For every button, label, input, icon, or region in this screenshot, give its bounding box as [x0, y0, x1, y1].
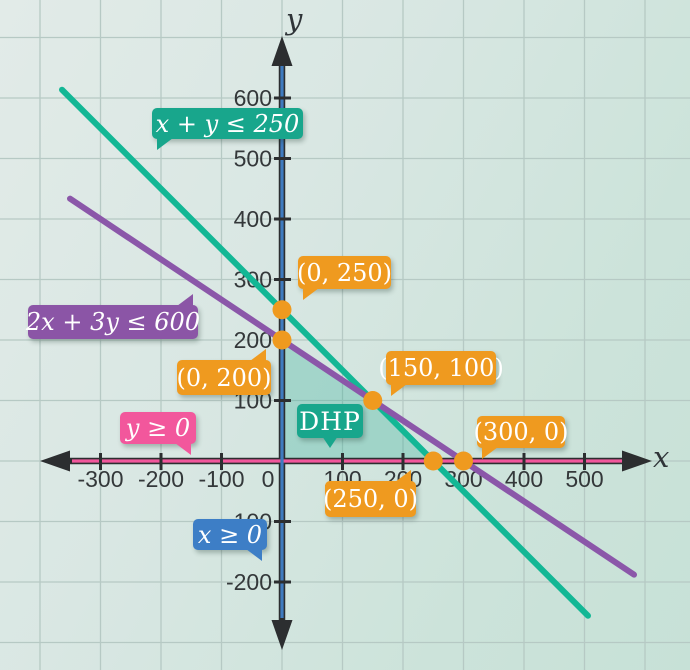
- label-point-0-250: (0, 250): [297, 256, 392, 289]
- y-axis-arrow-down-icon: [271, 620, 293, 650]
- vertex-point: [363, 391, 383, 410]
- label-point-150-100: (150, 100): [378, 351, 504, 385]
- x-tick-label: 0: [262, 466, 275, 492]
- vertex-point: [272, 300, 292, 320]
- label-point-250-0: (250, 0): [323, 481, 418, 517]
- label-constraint-y-ge-0: y ≥ 0: [120, 412, 196, 444]
- label-feasible-region-dhp: DHP: [297, 404, 363, 438]
- label-point-0-200: (0, 200): [176, 360, 272, 395]
- label-point-300-0: (300, 0): [473, 416, 569, 448]
- y-tick-label: 400: [234, 206, 272, 232]
- x-axis-label: x: [653, 440, 670, 474]
- vertex-point: [423, 451, 443, 471]
- y-tick-label: -200: [226, 569, 272, 595]
- x-tick-label: 500: [565, 466, 603, 492]
- label-constraint-x-plus-y: x + y ≤ 250: [152, 108, 303, 139]
- label-constraint-2x-3y: 2x + 3y ≤ 600: [26, 305, 200, 339]
- x-tick-label: -100: [198, 466, 244, 492]
- x-tick-label: -300: [77, 466, 123, 492]
- y-axis-arrow-up-icon: [271, 36, 293, 66]
- x-axis-arrow-left-icon: [40, 450, 70, 472]
- x-axis-arrow-right-icon: [622, 450, 652, 472]
- x-tick-label: 400: [505, 466, 543, 492]
- constraint-line-1: [59, 86, 591, 619]
- y-tick-label: 500: [234, 146, 272, 172]
- x-tick-label: -200: [138, 466, 184, 492]
- label-constraint-x-ge-0: x ≥ 0: [193, 519, 267, 550]
- vertex-point: [454, 451, 473, 471]
- constraint-line-2: [67, 195, 637, 578]
- y-axis-label: y: [286, 2, 303, 36]
- y-tick-label: 600: [234, 85, 272, 111]
- vertex-point: [272, 330, 292, 350]
